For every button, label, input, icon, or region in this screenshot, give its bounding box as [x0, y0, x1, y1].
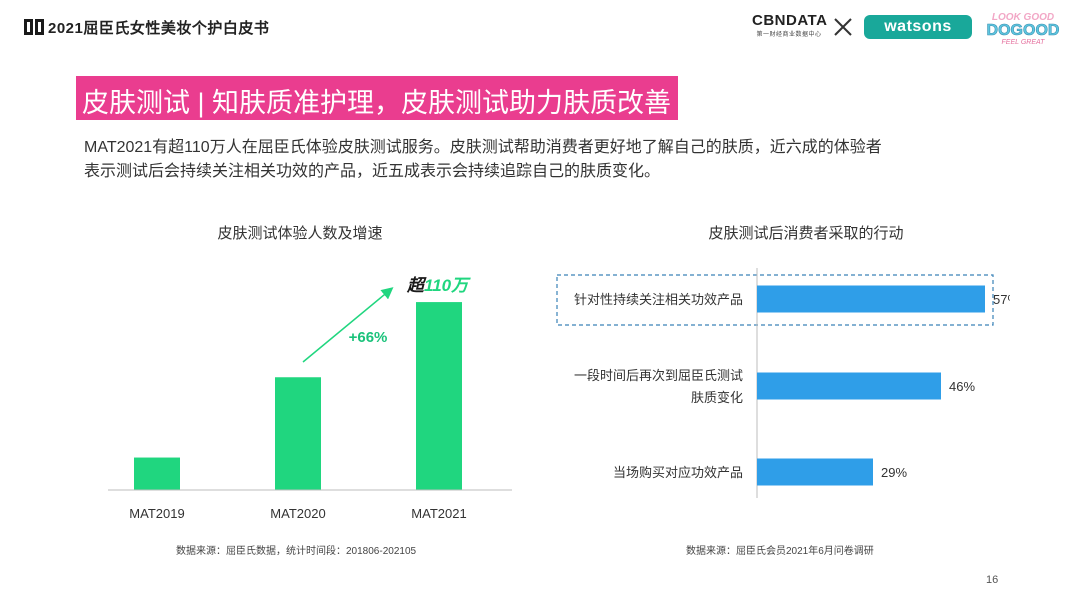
value-label: 57% — [993, 292, 1010, 307]
page-number: 16 — [986, 574, 999, 586]
category-label: 针对性持续关注相关功效产品 — [574, 292, 743, 307]
campaign-line-2: DOGOOD — [987, 22, 1060, 39]
value-label: 29% — [881, 465, 907, 480]
book-icon — [24, 19, 44, 35]
growth-arrow — [302, 287, 394, 363]
report-title: 2021屈臣氏女性美妆个护白皮书 — [48, 20, 270, 37]
right-chart-title: 皮肤测试后消费者采取的行动 — [708, 225, 904, 242]
header: 2021屈臣氏女性美妆个护白皮书 CBNDATA 第一财经商业数据中心 wats… — [0, 0, 1080, 54]
campaign-line-3: FEEL GREAT — [1002, 39, 1046, 46]
category-label: 一段时间后再次到屈臣氏测试 — [574, 368, 743, 383]
cross-icon — [834, 18, 852, 36]
total-callout-prefix: 超 — [406, 276, 427, 295]
category-label: 肤质变化 — [691, 390, 743, 405]
total-callout: 超110万 — [406, 276, 471, 295]
intro-line-2: 表示测试后会持续关注相关功效的产品，近五成表示会持续追踪自己的肤质变化。 — [84, 163, 661, 180]
intro-paragraph: MAT2021有超110万人在屈臣氏体验皮肤测试服务。皮肤测试帮助消费者更好地了… — [84, 136, 1014, 184]
growth-label: +66% — [349, 329, 388, 346]
highlight-box — [556, 274, 994, 326]
watsons-logo: watsons — [864, 15, 972, 39]
bar-mat2019 — [134, 457, 180, 490]
action-bar — [757, 285, 985, 313]
look-good-do-good-logo: LOOK GOOD DOGOOD FEEL GREAT — [986, 12, 1060, 46]
value-label: 46% — [949, 379, 975, 394]
left-chart-source: 数据来源：屈臣氏数据，统计时间段：201806-202105 — [176, 546, 417, 557]
category-label: 当场购买对应功效产品 — [613, 465, 743, 480]
total-callout-value: 110万 — [424, 276, 471, 295]
experience-count-bar-chart: MAT2019 MAT2020 MAT2021 +66% 超110万 — [108, 276, 512, 521]
action-bar — [757, 372, 941, 400]
campaign-line-1: LOOK GOOD — [992, 12, 1054, 23]
x-tick-label: MAT2019 — [129, 506, 184, 521]
cbndata-subtitle: 第一财经商业数据中心 — [756, 32, 822, 38]
action-bar — [757, 458, 873, 486]
x-tick-label: MAT2020 — [270, 506, 325, 521]
cbndata-name: CBNDATA — [752, 12, 828, 29]
bar-mat2020 — [275, 377, 321, 490]
left-chart-title: 皮肤测试体验人数及增速 — [217, 225, 383, 242]
x-tick-label: MAT2021 — [411, 506, 466, 521]
section-title: 皮肤测试 | 知肤质准护理，皮肤测试助力肤质改善 — [82, 88, 672, 118]
bar-mat2021 — [416, 302, 462, 490]
section-title-bar: 皮肤测试 | 知肤质准护理，皮肤测试助力肤质改善 — [76, 76, 678, 120]
intro-line-1: MAT2021有超110万人在屈臣氏体验皮肤测试服务。皮肤测试帮助消费者更好地了… — [84, 139, 882, 156]
right-chart-source: 数据来源：屈臣氏会员2021年6月问卷调研 — [686, 546, 874, 557]
cbndata-logo: CBNDATA 第一财经商业数据中心 — [752, 12, 828, 39]
